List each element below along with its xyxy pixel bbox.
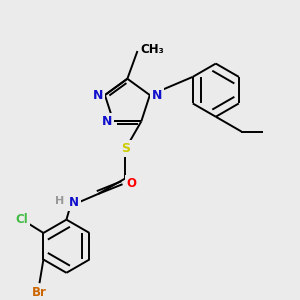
Text: N: N — [152, 88, 162, 102]
Text: N: N — [69, 196, 79, 209]
Text: N: N — [93, 88, 103, 102]
Text: H: H — [55, 196, 64, 206]
Text: N: N — [101, 115, 112, 128]
Text: Br: Br — [32, 286, 47, 299]
Text: CH₃: CH₃ — [140, 43, 164, 56]
Text: O: O — [126, 177, 136, 190]
Text: Cl: Cl — [15, 213, 28, 226]
Text: S: S — [121, 142, 130, 155]
